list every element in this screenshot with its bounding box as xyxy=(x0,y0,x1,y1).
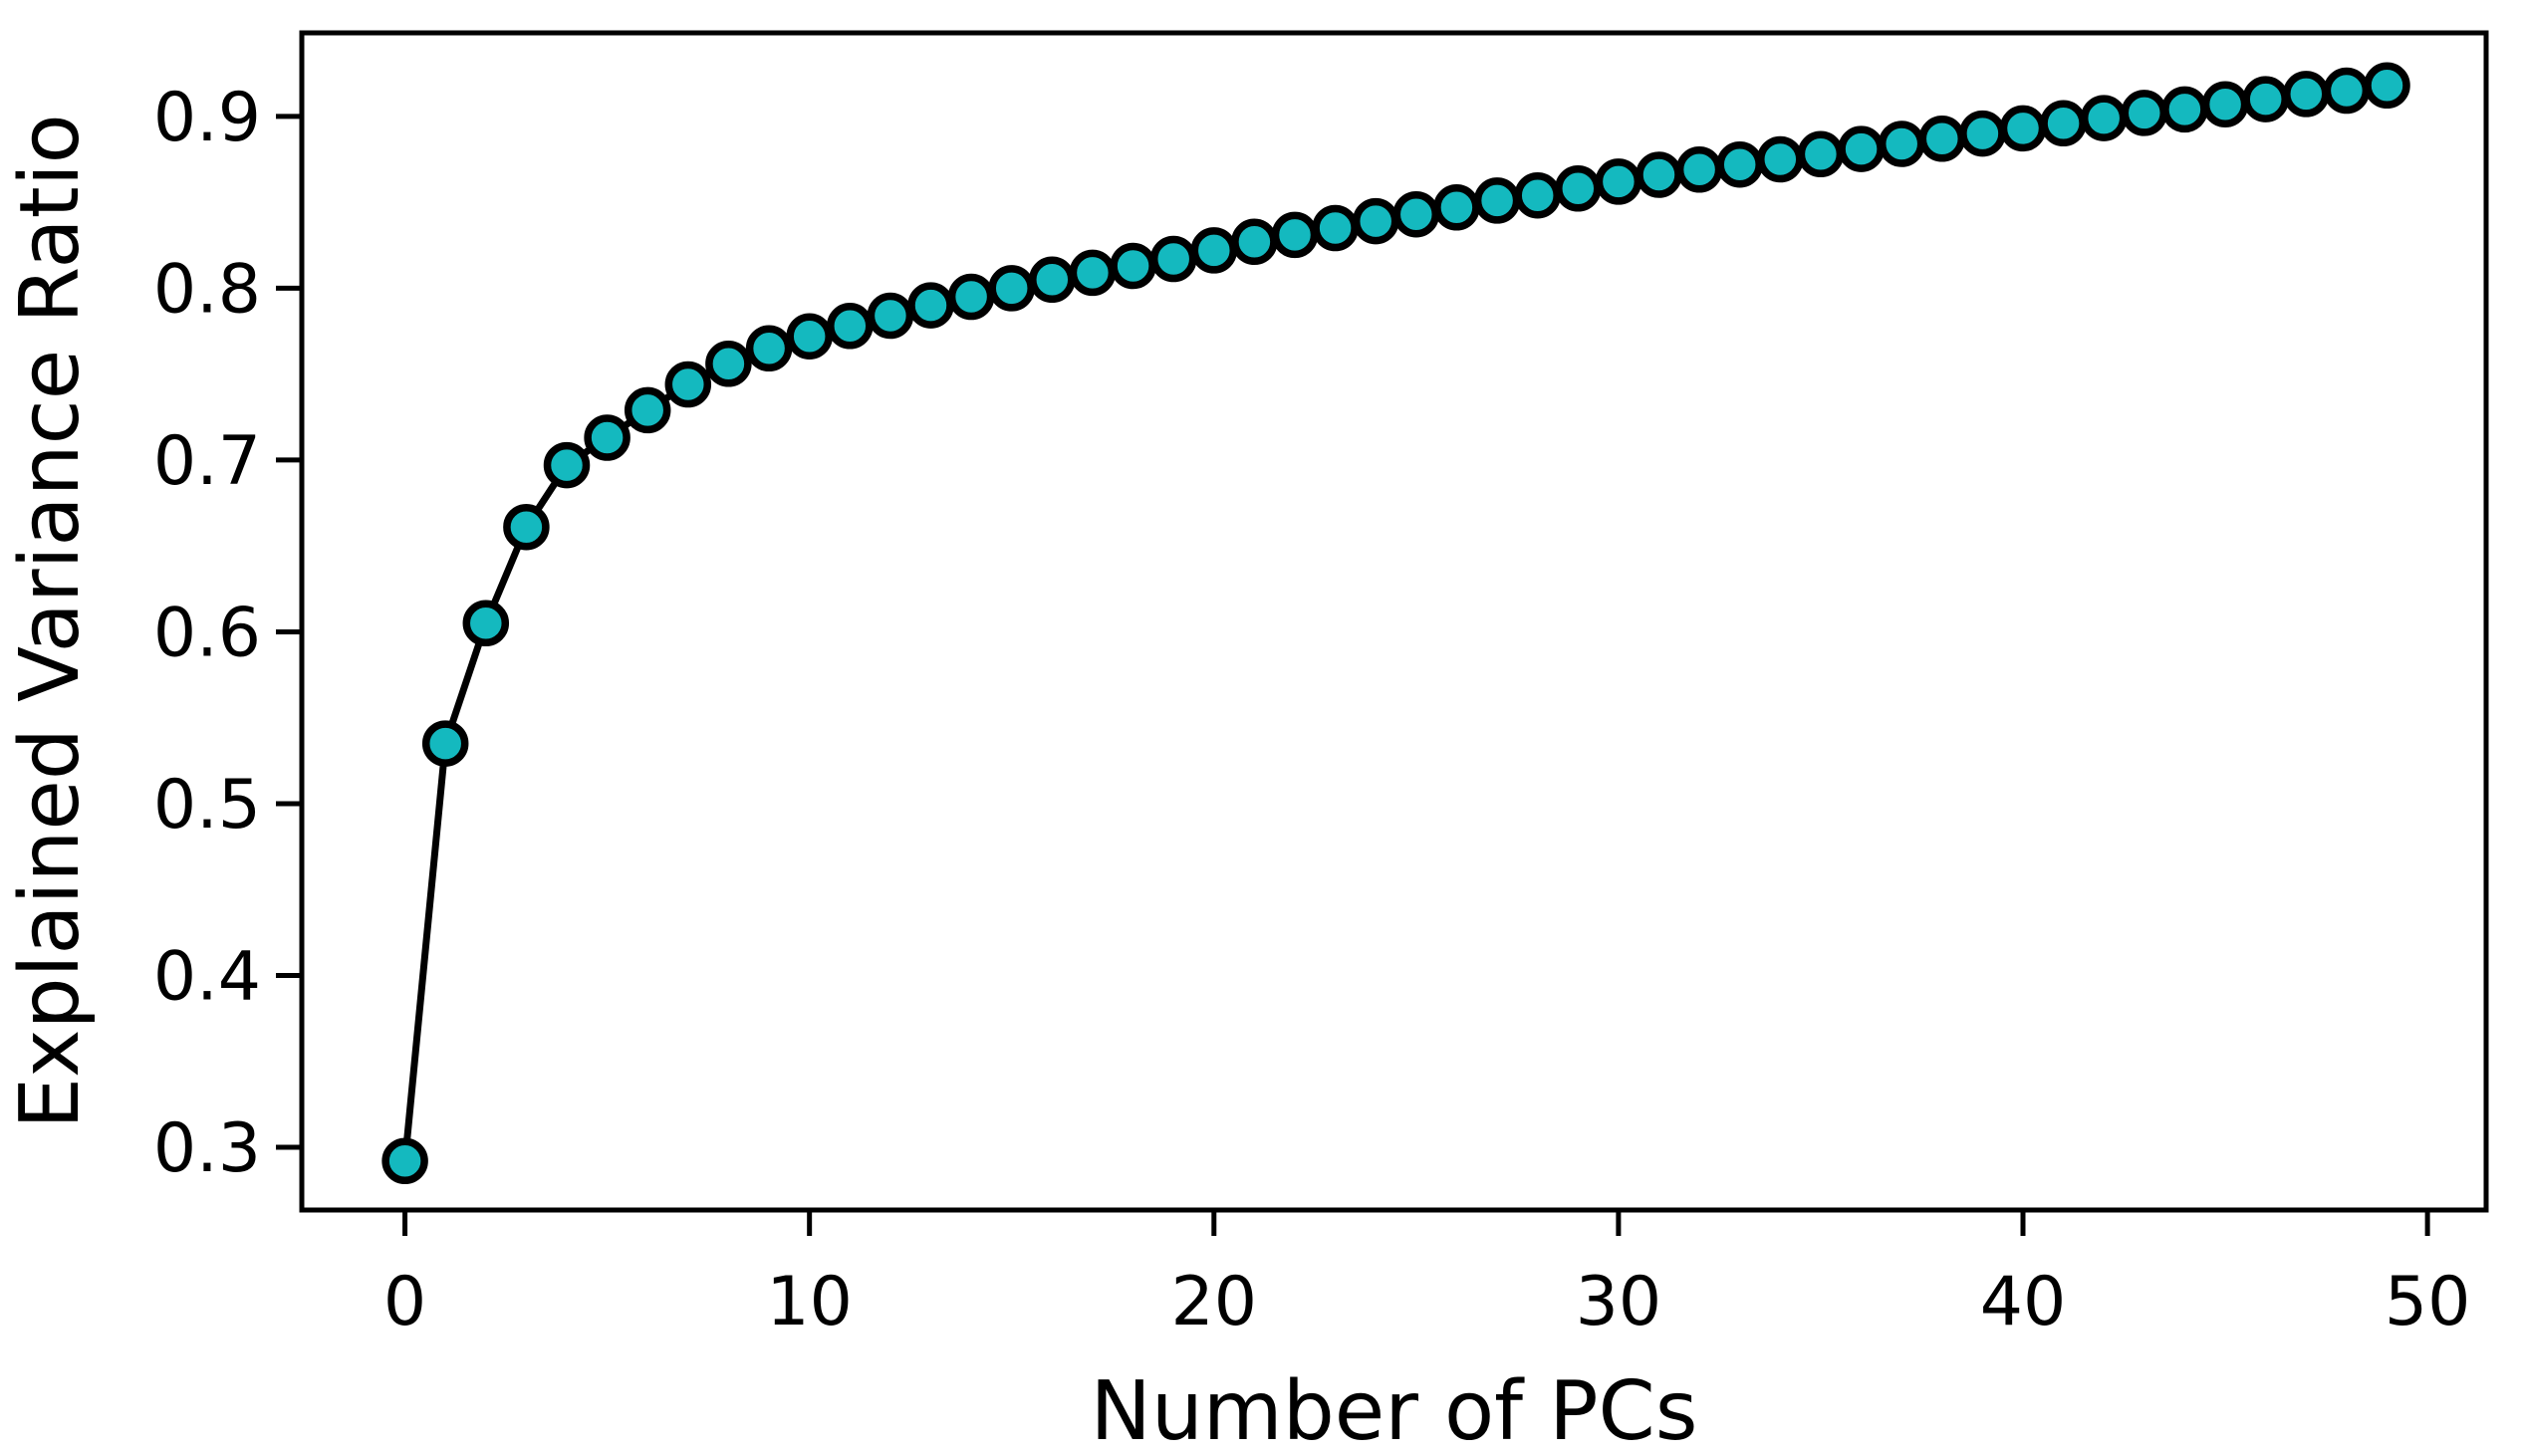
data-point xyxy=(745,325,793,372)
x-axis-ticks: 0 10 20 30 40 50 xyxy=(383,1210,2470,1341)
y-axis-ticks: 0.3 0.4 0.5 0.6 0.7 0.8 0.9 xyxy=(153,79,302,1188)
data-point xyxy=(664,361,712,408)
data-point xyxy=(2080,95,2128,141)
data-point xyxy=(1110,242,1156,290)
data-point xyxy=(2323,67,2371,115)
data-point xyxy=(2364,62,2410,110)
data-point xyxy=(1190,227,1238,274)
data-point xyxy=(1149,235,1197,283)
x-tick-label: 40 xyxy=(1980,1263,2067,1341)
y-tick-label: 0.9 xyxy=(153,79,261,157)
data-point xyxy=(988,265,1035,312)
data-point xyxy=(1069,249,1117,297)
data-point xyxy=(1636,151,1682,198)
x-tick-label: 20 xyxy=(1171,1263,1258,1341)
x-tick-label: 30 xyxy=(1576,1263,1662,1341)
y-tick-label: 0.3 xyxy=(153,1109,261,1188)
series-cumulative-evr xyxy=(381,62,2410,1185)
x-tick-label: 50 xyxy=(2385,1263,2471,1341)
data-point xyxy=(462,600,510,647)
data-point xyxy=(2283,71,2330,118)
data-point xyxy=(1312,204,1359,252)
data-point xyxy=(827,303,874,350)
y-axis-label: Explained Variance Ratio xyxy=(3,114,98,1129)
y-tick-label: 0.4 xyxy=(153,937,261,1016)
data-point xyxy=(543,441,591,489)
data-point xyxy=(1595,158,1642,205)
data-point xyxy=(1757,135,1804,183)
data-point xyxy=(2040,100,2087,147)
data-point xyxy=(1029,256,1076,304)
data-point xyxy=(1675,146,1723,193)
data-point xyxy=(2161,86,2208,133)
data-point xyxy=(1555,165,1602,212)
data-point xyxy=(2201,81,2249,128)
data-point xyxy=(1231,218,1278,266)
data-point xyxy=(503,503,550,551)
data-point xyxy=(1716,140,1763,188)
data-point xyxy=(1797,130,1845,178)
data-point xyxy=(2121,90,2168,136)
data-point xyxy=(381,1137,428,1185)
data-point xyxy=(1392,190,1440,238)
data-point xyxy=(584,414,630,461)
data-point xyxy=(421,720,469,767)
y-tick-label: 0.7 xyxy=(153,422,261,501)
data-point xyxy=(1878,121,1925,167)
data-point xyxy=(1514,171,1561,219)
x-axis-label: Number of PCs xyxy=(1091,1364,1698,1456)
data-point xyxy=(705,341,752,387)
y-tick-label: 0.8 xyxy=(153,250,261,329)
data-point xyxy=(947,273,995,321)
data-point xyxy=(1959,110,2006,157)
data-point xyxy=(867,292,914,340)
data-point xyxy=(1352,197,1399,245)
axes-frame xyxy=(299,30,2489,1213)
data-point xyxy=(786,313,833,360)
data-point xyxy=(1999,105,2047,152)
y-tick-label: 0.5 xyxy=(153,766,261,845)
data-point xyxy=(1433,184,1480,231)
x-tick-label: 0 xyxy=(383,1263,426,1341)
y-tick-label: 0.6 xyxy=(153,594,261,672)
data-point xyxy=(2242,76,2289,122)
data-point xyxy=(1473,177,1521,224)
data-point xyxy=(1918,116,1966,162)
data-point xyxy=(624,386,671,434)
data-point xyxy=(907,282,954,329)
data-point xyxy=(1838,125,1885,172)
data-point xyxy=(1271,211,1319,259)
x-tick-label: 10 xyxy=(766,1263,853,1341)
